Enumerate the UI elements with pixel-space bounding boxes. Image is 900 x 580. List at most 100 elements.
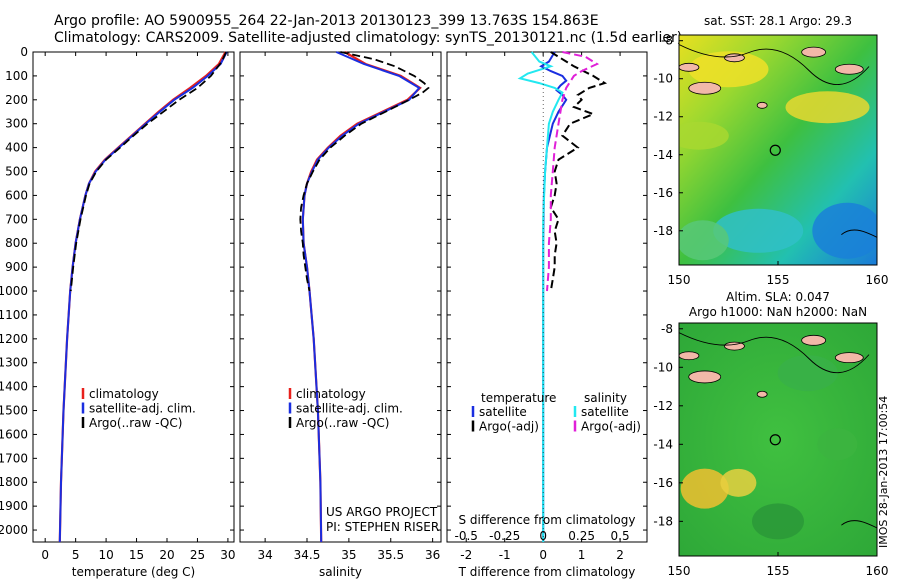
- series-line-2: [301, 51, 421, 543]
- legend-label: Argo(-adj): [479, 420, 539, 434]
- depth-tick-label: 1100: [0, 308, 28, 322]
- depth-tick-label: 100: [5, 69, 28, 83]
- map-blotch: [752, 503, 804, 540]
- x-tick-label: 25: [190, 548, 205, 562]
- map-y-tick-label: -16: [653, 476, 673, 490]
- map-y-tick-label: -18: [653, 224, 673, 238]
- depth-tick-label: 200: [5, 93, 28, 107]
- legend-label: satellite: [479, 405, 527, 419]
- island-shape: [801, 46, 827, 58]
- island-shape: [834, 352, 864, 364]
- island-shape: [834, 63, 864, 75]
- depth-tick-label: 700: [5, 212, 28, 226]
- argo-position-marker: [769, 144, 781, 156]
- series-line-1: [539, 51, 568, 542]
- map-blotch: [679, 121, 729, 150]
- x2-tick-label: 0.25: [568, 529, 595, 543]
- legend-label: satellite-adj. clim.: [89, 402, 196, 416]
- map-y-tick-label: -10: [653, 360, 673, 374]
- title-line-1: Argo profile: AO 5900955_264 22-Jan-2013…: [54, 13, 599, 29]
- map-x-tick-label: 155: [767, 273, 790, 287]
- island-shape: [679, 351, 700, 361]
- panel-frame-1: [239, 51, 442, 543]
- depth-tick-label: 1500: [0, 404, 28, 418]
- series-line-2: [58, 51, 228, 543]
- x-tick-label: 30: [220, 548, 235, 562]
- x2-tick-label: 0.5: [611, 529, 630, 543]
- x-axis-label: temperature (deg C): [72, 565, 195, 579]
- map-x-tick-label: 160: [866, 273, 889, 287]
- map-y-tick-label: -8: [661, 34, 673, 48]
- depth-tick-label: 1600: [0, 427, 28, 441]
- map-blotch: [812, 202, 877, 259]
- series-line-4: [546, 51, 600, 292]
- x2-tick-label: -0.25: [489, 529, 520, 543]
- map-x-tick-label: 155: [767, 564, 790, 578]
- map-blotch: [680, 468, 729, 509]
- depth-tick-label: 1900: [0, 499, 28, 513]
- annotation-text: US ARGO PROJECT: [326, 505, 438, 519]
- x-tick-label: 15: [129, 548, 144, 562]
- x-tick-label: -2: [460, 548, 472, 562]
- depth-tick-label: 1400: [0, 380, 28, 394]
- coastline-contour: [679, 332, 870, 374]
- x2-axis-label: S difference from climatology: [459, 513, 636, 527]
- map-field: [679, 323, 877, 556]
- map-blotch: [817, 428, 858, 461]
- depth-tick-label: 2000: [0, 523, 28, 537]
- coastline-contour: [841, 520, 877, 529]
- x-tick-label: 20: [159, 548, 174, 562]
- map-title: Altim. SLA: 0.047: [726, 290, 830, 304]
- island-shape: [688, 81, 722, 95]
- map-blotch: [720, 468, 757, 497]
- x-tick-label: 34: [257, 548, 272, 562]
- map-y-tick-label: -12: [653, 399, 673, 413]
- map-subtitle: Argo h1000: NaN h2000: NaN: [689, 305, 867, 319]
- depth-tick-label: 300: [5, 117, 28, 131]
- island-shape: [688, 370, 722, 384]
- x-tick-label: 35.5: [377, 548, 404, 562]
- depth-tick-label: 0: [20, 45, 28, 59]
- legend-label: satellite-adj. clim.: [296, 402, 403, 416]
- series-line-3: [69, 51, 227, 292]
- legend-label: climatology: [296, 387, 366, 401]
- x-axis-label: salinity: [319, 565, 362, 579]
- x2-tick-label: -0.5: [455, 529, 478, 543]
- map-blotch: [679, 220, 729, 261]
- map-panel-2: 150 155 160 -8 -10 -12 -14 -16 -18 Altim. SLA: 0.…: [653, 290, 888, 578]
- map-blotch: [688, 51, 769, 88]
- series-line-3: [517, 51, 564, 542]
- series-line-3: [299, 51, 430, 292]
- series-line-2: [549, 51, 608, 292]
- map-field: [679, 35, 877, 265]
- island-shape: [756, 101, 768, 109]
- island-shape: [801, 334, 827, 346]
- coastline-contour: [679, 44, 870, 85]
- x-tick-label: 2: [616, 548, 624, 562]
- annotation-text: PI: STEPHEN RISER: [326, 520, 439, 534]
- depth-tick-label: 1300: [0, 356, 28, 370]
- depth-tick-label: 500: [5, 165, 28, 179]
- panel-frame-2: [446, 51, 648, 543]
- x-tick-label: 0: [41, 548, 49, 562]
- legend-label: satellite: [581, 405, 629, 419]
- depth-tick-label: 800: [5, 236, 28, 250]
- legend-header: salinity: [584, 391, 627, 405]
- legend-label: Argo(..raw -QC): [296, 416, 389, 430]
- map-y-tick-label: -14: [653, 437, 673, 451]
- depth-tick-label: 1200: [0, 332, 28, 346]
- panel-frame-0: [32, 51, 235, 543]
- legend-label: climatology: [89, 387, 159, 401]
- depth-tick-label: 400: [5, 141, 28, 155]
- x-tick-label: -1: [499, 548, 511, 562]
- x-tick-label: 34.5: [294, 548, 321, 562]
- x-tick-label: 5: [72, 548, 80, 562]
- depth-tick-label: 1800: [0, 475, 28, 489]
- map-y-tick-label: -18: [653, 514, 673, 528]
- title-line-2: Climatology: CARS2009. Satellite-adjuste…: [54, 30, 683, 46]
- depth-tick-label: 1700: [0, 451, 28, 465]
- legend-label: Argo(-adj): [581, 420, 641, 434]
- map-x-tick-label: 160: [866, 564, 889, 578]
- x-tick-label: 36: [425, 548, 440, 562]
